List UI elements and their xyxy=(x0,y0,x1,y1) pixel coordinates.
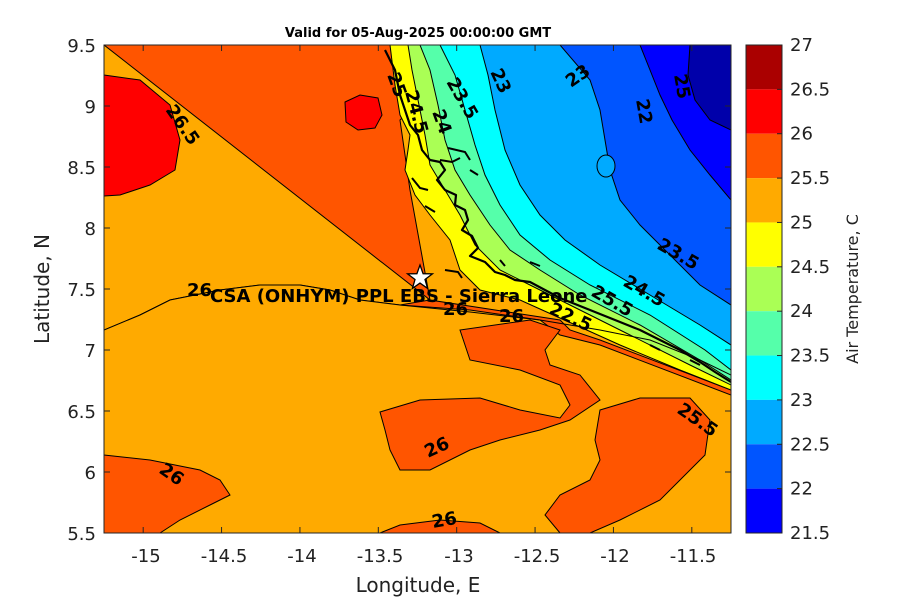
colorbar-tick-label: 21.5 xyxy=(790,523,830,544)
colorbar-tick-label: 22.5 xyxy=(790,434,830,455)
colorbar-tick-label: 25 xyxy=(790,212,813,233)
coastline xyxy=(384,49,731,383)
y-tick-label: 9.5 xyxy=(67,36,96,57)
contour-label: 26 xyxy=(430,508,458,533)
colorbar-frame xyxy=(745,44,783,534)
y-tick-labels: 9.5 9 8.5 8 7.5 7 6.5 6 5.5 xyxy=(67,36,96,545)
y-tick-label: 8 xyxy=(85,219,96,240)
colorbar-swatch xyxy=(746,399,782,445)
colorbar-swatch xyxy=(746,45,782,90)
y-tick-label: 7.5 xyxy=(67,280,96,301)
colorbar-swatch xyxy=(746,222,782,267)
colorbar-tick-label: 22 xyxy=(790,479,813,500)
colorbar-swatch xyxy=(746,89,782,134)
x-tick-label: -15 xyxy=(131,546,160,567)
site-marker-group: CSA (ONHYM) PPL EBS - Sierra Leone xyxy=(210,263,587,307)
patch-26-west xyxy=(104,454,231,533)
islet-23-23.5 xyxy=(596,154,616,178)
site-label: CSA (ONHYM) PPL EBS - Sierra Leone xyxy=(210,286,587,307)
coastline-islands xyxy=(411,147,701,366)
x-tick-label: -12 xyxy=(600,546,629,567)
y-tick-label: 6 xyxy=(85,463,96,484)
colorbar-tick-label: 24.5 xyxy=(790,257,830,278)
colorbar-tick-label: 23 xyxy=(790,390,813,411)
map-plot-area xyxy=(104,45,731,533)
colorbar-swatch xyxy=(746,133,782,179)
patch-26-center xyxy=(379,319,601,471)
colorbar-label: Air Temperature, C xyxy=(843,214,862,364)
colorbar-swatch xyxy=(746,178,782,223)
colorbar-tick-label: 26.5 xyxy=(790,79,830,100)
contour-label: 26 xyxy=(187,280,212,301)
y-axis-label: Latitude, N xyxy=(30,234,54,344)
x-tick-label: -14.5 xyxy=(201,546,248,567)
colorbar-tick-label: 24 xyxy=(790,301,813,322)
colorbar-tick-label: 27 xyxy=(790,35,813,56)
x-tick-marks xyxy=(142,45,693,533)
colorbar: 27 26.5 26 25.5 25 24.5 24 23.5 23 22.5 22 21.5 Air… xyxy=(745,35,862,577)
colorbar-swatch xyxy=(746,266,782,312)
colorbar-tick-label: 26 xyxy=(790,124,813,145)
y-tick-marks xyxy=(104,44,731,534)
patch-26-south xyxy=(379,519,501,533)
contour-label: 26 xyxy=(443,299,468,320)
x-tick-label: -11.5 xyxy=(670,546,717,567)
x-tick-label: -14 xyxy=(287,546,316,567)
x-tick-label: -12.5 xyxy=(514,546,561,567)
zone-26.5-27-small xyxy=(344,94,383,131)
colorbar-tick-label: 25.5 xyxy=(790,168,830,189)
y-tick-label: 9 xyxy=(85,97,96,118)
y-tick-label: 6.5 xyxy=(67,402,96,423)
colorbar-swatch xyxy=(746,488,782,533)
y-tick-label: 7 xyxy=(85,341,96,362)
colorbar-tick-label: 23.5 xyxy=(790,346,830,367)
contour-label: 25 xyxy=(669,72,694,100)
x-tick-labels: -15 -14.5 -14 -13.5 -13 -12.5 -12 -11.5 xyxy=(131,546,716,567)
patch-26-east xyxy=(544,397,711,533)
x-tick-label: -13.5 xyxy=(357,546,404,567)
colorbar-swatch xyxy=(746,444,782,489)
colorbar-swatch xyxy=(746,533,782,577)
zone-26.5-27-west xyxy=(104,74,181,197)
x-tick-label: -13 xyxy=(444,546,473,567)
band-21.5-22 xyxy=(687,45,731,131)
y-tick-label: 5.5 xyxy=(67,524,96,545)
colorbar-swatch xyxy=(746,355,782,400)
x-axis-label: Longitude, E xyxy=(356,573,481,597)
coastline-shelf xyxy=(399,304,731,376)
y-tick-label: 8.5 xyxy=(67,158,96,179)
colorbar-swatch xyxy=(746,311,782,356)
star-icon xyxy=(405,263,435,290)
contour-label: 22 xyxy=(631,97,656,125)
contour-label: 26 xyxy=(499,306,524,327)
chart-title: Valid for 05-Aug-2025 00:00:00 GMT xyxy=(285,26,551,41)
